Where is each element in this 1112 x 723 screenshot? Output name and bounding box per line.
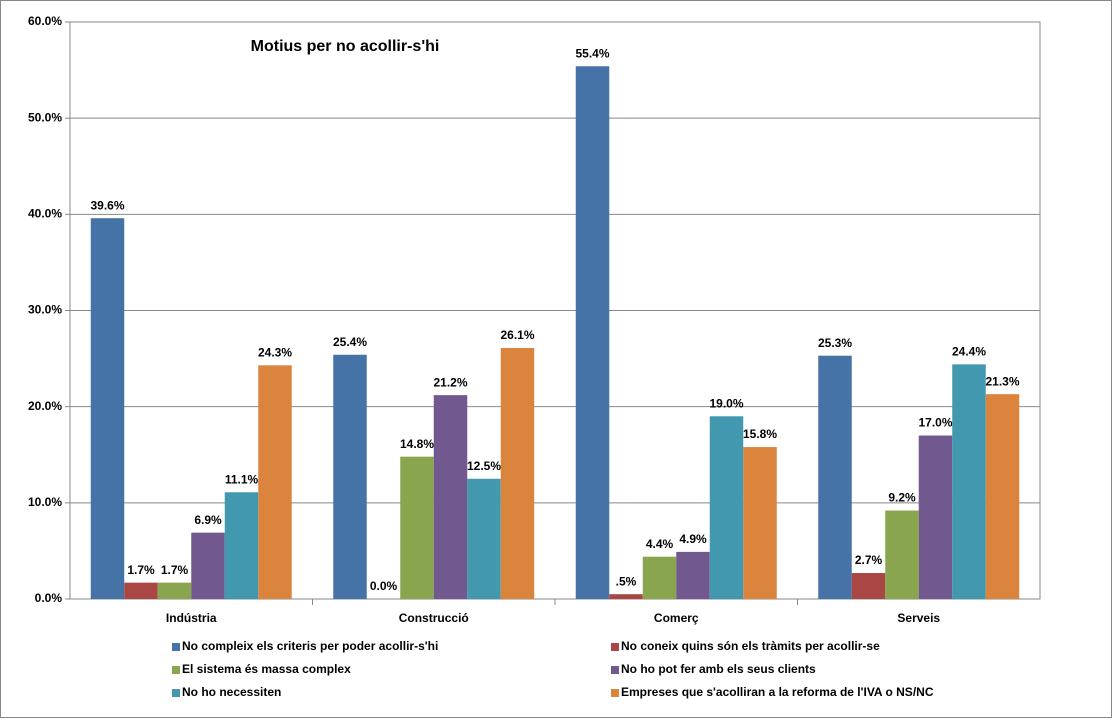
legend-swatch [172,666,180,674]
chart-title: Motius per no acollir-s'hi [251,38,440,55]
bar [642,556,677,599]
data-label: 19.0% [709,396,743,410]
data-label: 14.8% [400,437,434,451]
y-tick-label: 0.0% [35,591,63,605]
x-tick-label: Serveis [897,611,940,625]
bar [157,582,192,599]
bar [609,594,643,599]
bar [885,510,919,599]
legend-swatch [172,643,180,651]
data-label: 6.9% [194,513,222,527]
bar [333,354,367,599]
legend-swatch [611,666,619,674]
data-label: 24.4% [952,345,986,359]
legend-label: No coneix quins són els tràmits per acol… [621,639,880,653]
bar [433,395,468,599]
y-tick-label: 30.0% [28,303,62,317]
data-label: 39.6% [90,198,124,212]
x-tick-label: Indústria [166,611,217,625]
bar [851,573,886,599]
data-label: 1.7% [161,563,189,577]
bar [500,348,535,599]
legend-label: El sistema és massa complex [182,662,351,676]
bar [575,66,610,599]
data-label: .5% [616,574,637,588]
bar [952,364,986,599]
legend-label: No compleix els criteris per poder acoll… [182,639,438,653]
bar [743,447,777,599]
data-label: 1.7% [127,563,155,577]
bar [124,582,158,599]
y-tick-label: 40.0% [28,207,62,221]
bar [224,492,259,599]
bar [709,416,744,599]
bar [191,532,225,599]
bar [676,551,710,599]
bar [818,355,852,599]
data-label: 11.1% [225,472,259,486]
data-label: 26.1% [500,328,534,342]
data-label: 9.2% [888,491,916,505]
data-label: 24.3% [258,345,292,359]
data-label: 15.8% [743,427,777,441]
bar [985,394,1020,599]
y-tick-label: 20.0% [28,399,62,413]
data-label: 0.0% [370,579,398,593]
legend-label: Empreses que s'acolliran a la reforma de… [621,685,934,699]
y-tick-label: 50.0% [28,110,62,124]
bar [400,456,434,599]
bar [467,478,501,599]
data-label: 55.4% [575,46,609,60]
legend-swatch [611,689,619,697]
legend-swatch [172,689,180,697]
legend-label: No ho necessiten [182,685,281,699]
legend-swatch [611,643,619,651]
bar [258,365,292,599]
data-label: 12.5% [467,459,501,473]
bar [90,218,125,599]
y-tick-label: 60.0% [28,14,62,28]
data-label: 25.4% [333,335,367,349]
data-label: 4.9% [679,532,707,546]
data-label: 2.7% [855,553,883,567]
data-label: 25.3% [818,336,852,350]
data-label: 17.0% [918,416,952,430]
y-tick-label: 10.0% [28,495,62,509]
data-label: 21.3% [985,374,1019,388]
data-label: 4.4% [646,537,674,551]
x-tick-label: Construcció [399,611,469,625]
data-label: 21.2% [433,375,467,389]
legend-label: No ho pot fer amb els seus clients [621,662,816,676]
x-tick-label: Comerç [654,611,699,625]
bar [918,435,953,599]
